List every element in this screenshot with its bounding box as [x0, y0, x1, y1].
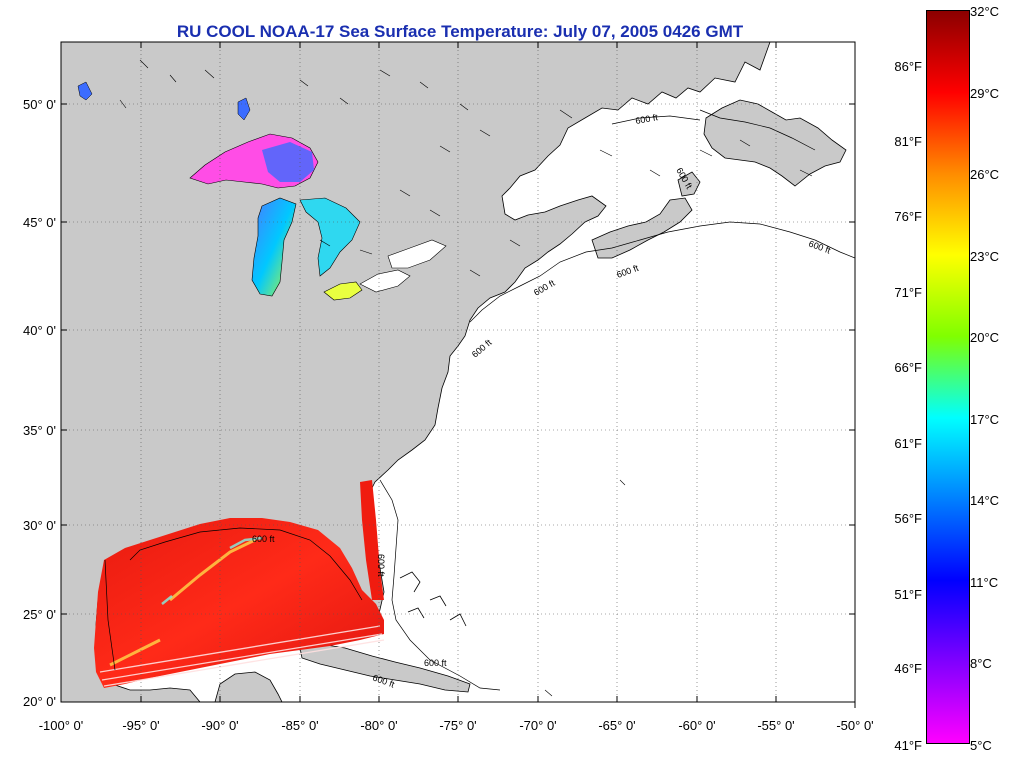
lat-label-35: 35° 0'	[23, 423, 56, 438]
lat-label-25: 25° 0'	[23, 607, 56, 622]
land-bahamas	[399, 571, 467, 627]
lake-superior-east	[262, 142, 314, 182]
lon-label-70: -70° 0'	[519, 718, 557, 733]
isobath-label: 600 ft	[376, 554, 386, 577]
lat-label-50: 50° 0'	[23, 97, 56, 112]
colorbar-f-tick: 41°F	[894, 738, 922, 753]
colorbar-c-tick: 8°C	[970, 656, 992, 671]
graticule	[61, 42, 855, 702]
colorbar-c-tick: 5°C	[970, 738, 992, 753]
land-yucatan	[214, 671, 283, 702]
land-newfoundland	[703, 99, 847, 187]
lat-label-20: 20° 0'	[23, 694, 56, 709]
colorbar-c-tick: 17°C	[970, 412, 1000, 427]
colorbar-f-tick: 51°F	[894, 587, 922, 602]
lake-erie	[323, 281, 363, 301]
isobath-label: 600 ft	[635, 112, 659, 126]
lat-label-40: 40° 0'	[23, 323, 56, 338]
colorbar-f-tick: 71°F	[894, 285, 922, 300]
colorbar-f-tick: 56°F	[894, 511, 922, 526]
gulf-cool-streak	[161, 536, 263, 605]
colorbar-c-tick: 32°C	[970, 4, 1000, 19]
lake-ontario	[359, 269, 411, 293]
lon-label-85: -85° 0'	[281, 718, 319, 733]
lon-label-60: -60° 0'	[678, 718, 716, 733]
lon-label-90: -90° 0'	[201, 718, 239, 733]
colorbar-f-tick: 61°F	[894, 436, 922, 451]
land-cuba	[299, 643, 471, 693]
lon-label-65: -65° 0'	[598, 718, 636, 733]
land-cape-breton	[677, 171, 701, 197]
colorbar-c-tick: 20°C	[970, 330, 1000, 345]
isobath-label: 600 ft	[252, 534, 275, 544]
lon-label-100: -100° 0'	[38, 718, 84, 733]
lake-huron	[299, 197, 361, 277]
colorbar-c-tick: 23°C	[970, 249, 1000, 264]
tick-marks	[61, 42, 856, 708]
colorbar-f-tick: 66°F	[894, 360, 922, 375]
map-title: RU COOL NOAA-17 Sea Surface Temperature:…	[176, 22, 744, 41]
lat-label-30: 30° 0'	[23, 518, 56, 533]
temperature-colorbar	[926, 10, 970, 744]
colorbar-f-tick: 86°F	[894, 59, 922, 74]
lake-michigan	[251, 197, 297, 297]
lon-label-55: -55° 0'	[757, 718, 795, 733]
colorbar-f-tick: 76°F	[894, 209, 922, 224]
land-nova-scotia	[591, 197, 693, 259]
lake-winnipeg	[237, 97, 251, 121]
lon-label-95: -95° 0'	[122, 718, 160, 733]
isobath-600ft	[104, 109, 855, 691]
gulf-swath-lines	[99, 625, 385, 687]
colorbar-f-tick: 46°F	[894, 661, 922, 676]
lake-northwest	[77, 81, 93, 101]
colorbar-f-tick: 81°F	[894, 134, 922, 149]
land-fragments	[119, 59, 813, 697]
lake-st-lawrence	[387, 239, 447, 269]
isobath-label: 600 ft	[424, 658, 447, 668]
gulf-warm-streak	[109, 538, 256, 667]
colorbar-c-tick: 11°C	[970, 575, 999, 590]
colorbar-c-tick: 26°C	[970, 167, 1000, 182]
lon-label-75: -75° 0'	[439, 718, 477, 733]
colorbar-c-tick: 14°C	[970, 493, 1000, 508]
lat-label-45: 45° 0'	[23, 215, 56, 230]
lon-label-80: -80° 0'	[360, 718, 398, 733]
florida-east-sst	[360, 480, 384, 600]
lon-label-50: -50° 0'	[836, 718, 874, 733]
colorbar-c-tick: 29°C	[970, 86, 1000, 101]
